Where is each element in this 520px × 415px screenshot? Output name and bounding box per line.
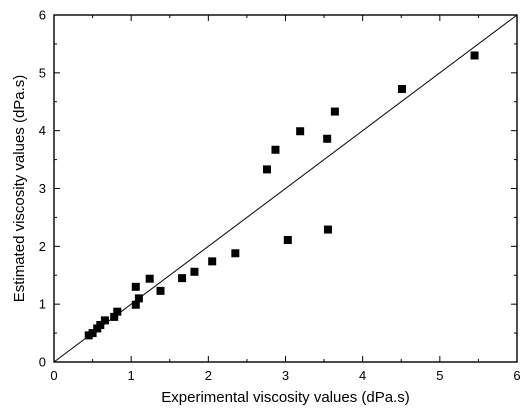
data-points (84, 51, 479, 340)
y-tick-label: 3 (39, 181, 46, 196)
data-point (190, 267, 199, 276)
data-point (262, 165, 271, 174)
data-point (323, 134, 332, 143)
x-tick-label: 3 (282, 368, 289, 383)
y-axis-title: Estimated viscosity values (dPa.s) (11, 75, 28, 303)
x-axis-title: Experimental viscosity values (dPa.s) (161, 389, 409, 406)
x-tick-label: 2 (205, 368, 212, 383)
data-point (208, 257, 217, 266)
data-point (131, 282, 140, 291)
x-tick-label: 1 (128, 368, 135, 383)
data-point (330, 107, 339, 116)
data-point (178, 274, 187, 283)
x-tick-label: 4 (359, 368, 366, 383)
data-point (100, 316, 109, 325)
data-point (134, 294, 143, 303)
data-point (470, 51, 479, 60)
data-point (323, 225, 332, 234)
x-tick-label: 5 (436, 368, 443, 383)
data-point (113, 307, 122, 316)
data-point (156, 286, 165, 295)
y-tick-label: 5 (39, 65, 46, 80)
data-point (283, 235, 292, 244)
y-tick-labels: 0 1 2 3 4 5 6 (39, 8, 46, 370)
data-point (88, 329, 97, 338)
y-tick-label: 1 (39, 297, 46, 312)
y-tick-label: 2 (39, 239, 46, 254)
x-tick-label: 6 (513, 368, 520, 383)
plot-frame (53, 14, 518, 363)
data-point (110, 312, 119, 321)
data-point (231, 249, 240, 258)
y-tick-label: 0 (39, 355, 46, 370)
data-point (271, 145, 280, 154)
reference-line-y-equals-x (53, 14, 518, 363)
data-point (96, 320, 105, 329)
x-tick-label: 0 (50, 368, 57, 383)
x-tick-labels: 0 1 2 3 4 5 6 (50, 368, 520, 383)
y-tick-label: 4 (39, 123, 46, 138)
data-point (398, 85, 407, 94)
y-tick-label: 6 (39, 8, 46, 23)
data-point (296, 127, 305, 136)
data-point (131, 300, 140, 309)
data-point (145, 274, 154, 283)
